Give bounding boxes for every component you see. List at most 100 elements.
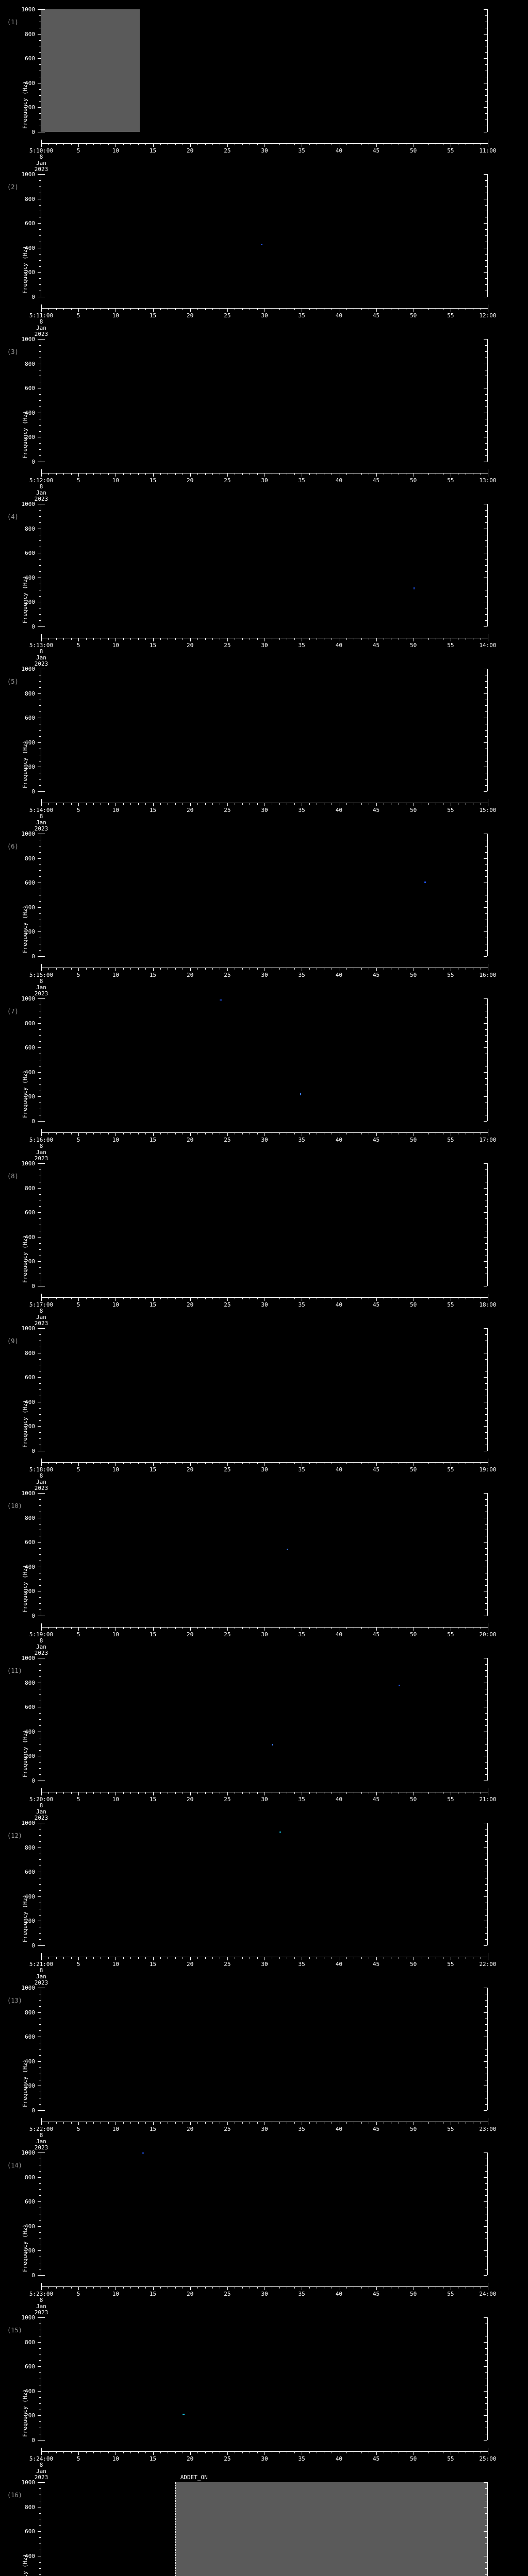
x-tick bbox=[123, 1462, 124, 1464]
y-tick-label: 600 bbox=[25, 1044, 35, 1052]
y-tick-right bbox=[485, 687, 487, 688]
y-tick-right bbox=[484, 1212, 487, 1213]
y-tick-right bbox=[485, 2360, 487, 2361]
x-tick bbox=[41, 1297, 42, 1301]
x-tick bbox=[279, 1132, 280, 1134]
x-tick bbox=[346, 1792, 347, 1794]
x-axis bbox=[41, 140, 488, 147]
y-tick bbox=[39, 1884, 41, 1885]
y-tick bbox=[39, 522, 41, 523]
x-tick-label: 40 bbox=[335, 1466, 342, 1473]
y-tick bbox=[39, 516, 41, 517]
x-tick bbox=[257, 2451, 258, 2453]
y-tick-right bbox=[484, 998, 487, 999]
y-tick bbox=[39, 785, 41, 786]
x-tick-label: 25 bbox=[224, 972, 231, 978]
x-tick bbox=[175, 1957, 176, 1959]
spectrogram-panel: (8) Frequency (Hz) 0 200 400 600 800 1000 5 10 1… bbox=[0, 1154, 528, 1327]
y-tick bbox=[39, 2568, 41, 2569]
spectrogram-plot-area bbox=[41, 2317, 487, 2440]
x-tick bbox=[138, 803, 139, 805]
y-tick-label: 0 bbox=[31, 1283, 35, 1290]
y-tick bbox=[39, 1670, 41, 1671]
x-tick-label: 50 bbox=[410, 1301, 417, 1308]
y-tick-label: 600 bbox=[25, 1374, 35, 1381]
x-tick bbox=[138, 1627, 139, 1629]
y-tick-label: 1000 bbox=[21, 336, 36, 343]
x-tick bbox=[309, 638, 310, 640]
y-tick-right bbox=[485, 278, 487, 279]
x-tick bbox=[130, 1297, 131, 1299]
x-tick bbox=[86, 2451, 87, 2453]
x-tick bbox=[130, 2451, 131, 2453]
spectrogram-plot-area bbox=[41, 1163, 487, 1286]
y-tick-right bbox=[485, 1694, 487, 1696]
x-tick bbox=[86, 1462, 87, 1464]
y-tick bbox=[38, 693, 41, 694]
y-tick bbox=[38, 2275, 41, 2276]
y-tick-label: 200 bbox=[25, 104, 35, 111]
y-axis-cap-top bbox=[41, 1493, 45, 1494]
x-tick-label: 50 bbox=[410, 972, 417, 978]
y-tick-label: 400 bbox=[25, 904, 35, 911]
x-tick bbox=[63, 1132, 64, 1134]
x-tick bbox=[227, 803, 228, 806]
x-tick bbox=[197, 2286, 199, 2289]
x-tick-label: 55 bbox=[447, 477, 454, 484]
panel-index: (1) bbox=[7, 19, 19, 26]
y-axis-right bbox=[484, 504, 488, 627]
y-axis-right bbox=[484, 1163, 488, 1286]
x-tick bbox=[145, 308, 146, 310]
x-tick-label: 20 bbox=[187, 477, 194, 484]
x-tick-label: 55 bbox=[447, 1466, 454, 1473]
x-tick-label: 25 bbox=[224, 1137, 231, 1143]
x-tick bbox=[242, 308, 243, 310]
x-tick-label: 25 bbox=[224, 1466, 231, 1473]
x-tick-label: 30 bbox=[261, 972, 268, 978]
y-tick-right bbox=[485, 2397, 487, 2398]
y-tick bbox=[38, 2342, 41, 2343]
x-tick bbox=[145, 1957, 146, 1959]
x-tick bbox=[56, 1462, 57, 1464]
y-tick bbox=[39, 1414, 41, 1415]
x-tick bbox=[309, 2122, 310, 2124]
x-tick bbox=[153, 2451, 154, 2455]
y-tick bbox=[38, 1426, 41, 1427]
y-tick-right bbox=[485, 2488, 487, 2489]
y-tick-label: 1000 bbox=[21, 501, 36, 507]
x-tick-label: 50 bbox=[410, 1137, 417, 1143]
y-tick bbox=[38, 1212, 41, 1213]
x-tick bbox=[93, 2286, 94, 2289]
x-tick bbox=[86, 968, 87, 970]
y-tick-label: 600 bbox=[25, 1209, 35, 1216]
x-tick bbox=[309, 1462, 310, 1464]
date-year: 2023 bbox=[34, 1320, 48, 1327]
x-axis-date-label: 8 Jan 2023 bbox=[18, 319, 64, 337]
y-tick-right bbox=[484, 339, 487, 340]
y-tick-label: 1000 bbox=[21, 995, 36, 1002]
y-tick-right bbox=[484, 1188, 487, 1189]
y-tick-label: 0 bbox=[31, 294, 35, 300]
x-axis-end-label: 13:00 bbox=[479, 477, 497, 484]
x-tick bbox=[175, 1297, 176, 1299]
y-tick-right bbox=[485, 1664, 487, 1665]
y-tick-right bbox=[485, 1676, 487, 1677]
y-tick bbox=[39, 1713, 41, 1714]
x-tick-label: 35 bbox=[298, 1466, 305, 1473]
x-tick-label: 35 bbox=[298, 477, 305, 484]
y-tick bbox=[38, 174, 41, 175]
x-tick bbox=[145, 638, 146, 640]
x-tick bbox=[294, 2451, 295, 2453]
x-tick bbox=[130, 1132, 131, 1134]
x-tick bbox=[257, 143, 258, 145]
y-tick bbox=[39, 1334, 41, 1335]
x-tick bbox=[428, 2286, 429, 2289]
x-tick-label: 10 bbox=[112, 2455, 119, 2462]
x-tick bbox=[153, 143, 154, 147]
panel-index: (15) bbox=[7, 2327, 22, 2334]
date-month: Jan bbox=[36, 1808, 46, 1815]
y-tick-label: 1000 bbox=[21, 831, 36, 837]
y-tick-right bbox=[485, 852, 487, 853]
y-tick bbox=[38, 742, 41, 743]
x-tick bbox=[376, 803, 377, 806]
